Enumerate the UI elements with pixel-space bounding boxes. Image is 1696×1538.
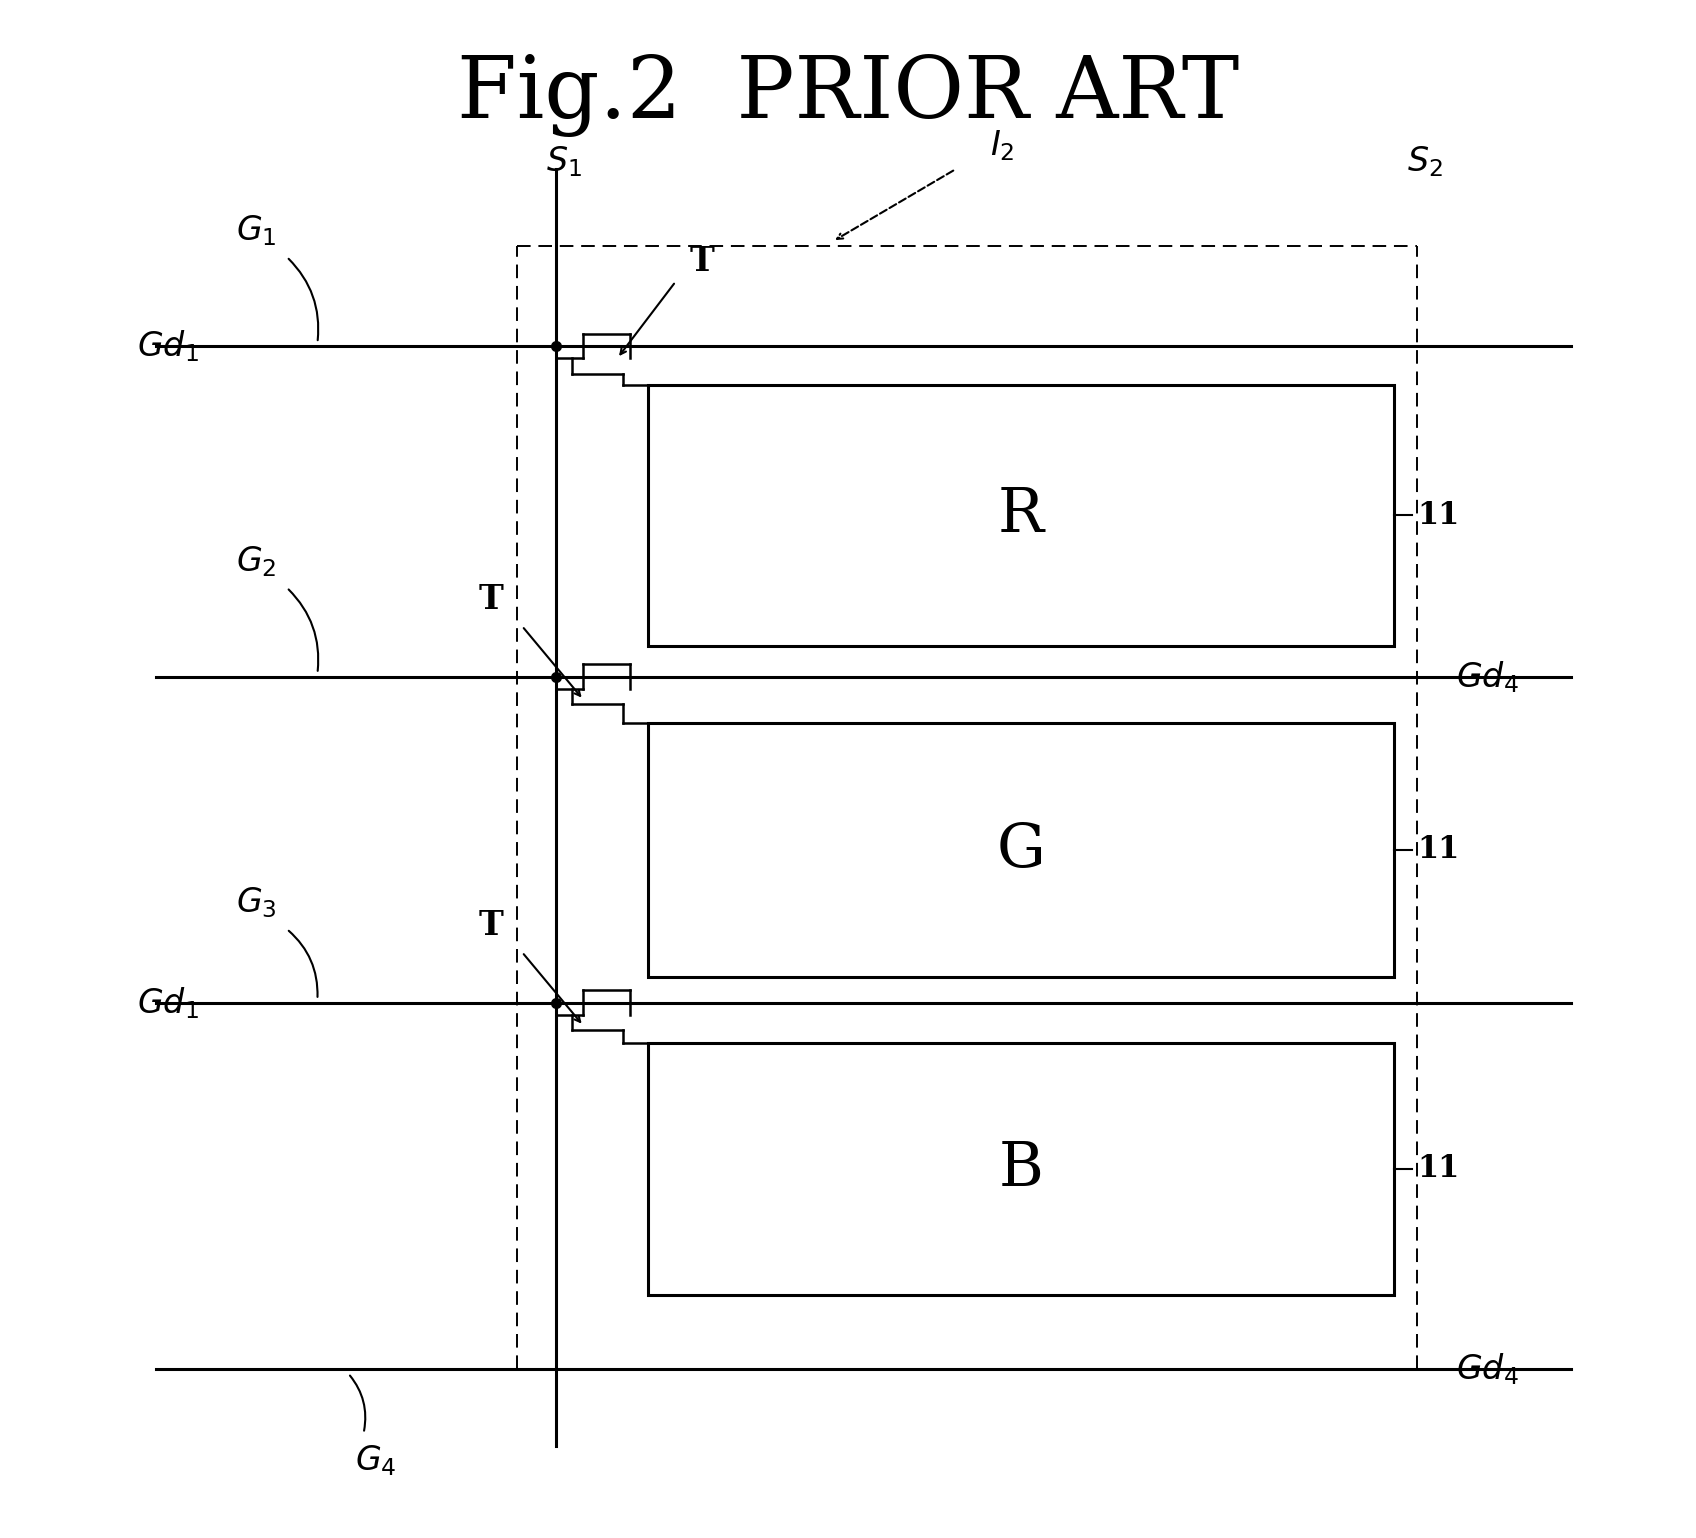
Text: $S_2$: $S_2$ bbox=[1408, 145, 1443, 178]
Text: G: G bbox=[997, 820, 1045, 880]
Bar bbox=[648, 723, 1394, 977]
Text: T: T bbox=[478, 583, 504, 617]
Text: 11: 11 bbox=[1418, 834, 1459, 866]
Bar bbox=[648, 384, 1394, 646]
Text: R: R bbox=[997, 484, 1045, 546]
Text: T: T bbox=[478, 909, 504, 943]
Text: $Gd_1$: $Gd_1$ bbox=[137, 984, 198, 1021]
Text: $Gd_4$: $Gd_4$ bbox=[1455, 658, 1518, 695]
Text: $I_2$: $I_2$ bbox=[989, 129, 1014, 163]
Text: B: B bbox=[999, 1138, 1043, 1200]
Text: $Gd_4$: $Gd_4$ bbox=[1455, 1350, 1518, 1387]
Text: $G_2$: $G_2$ bbox=[236, 544, 276, 578]
Text: 11: 11 bbox=[1418, 1154, 1459, 1184]
Text: $G_3$: $G_3$ bbox=[236, 886, 276, 920]
Text: $S_1$: $S_1$ bbox=[546, 145, 582, 178]
Text: $G_1$: $G_1$ bbox=[236, 214, 276, 248]
Text: $Gd_1$: $Gd_1$ bbox=[137, 328, 198, 365]
Text: T: T bbox=[690, 245, 714, 278]
Text: $G_4$: $G_4$ bbox=[354, 1444, 397, 1478]
Bar bbox=[648, 1043, 1394, 1295]
Text: Fig.2  PRIOR ART: Fig.2 PRIOR ART bbox=[456, 54, 1240, 137]
Text: 11: 11 bbox=[1418, 500, 1459, 531]
